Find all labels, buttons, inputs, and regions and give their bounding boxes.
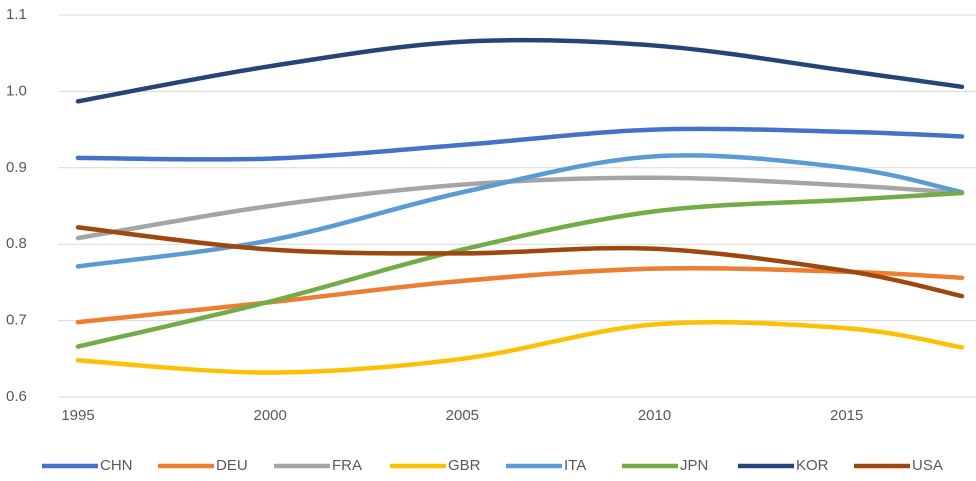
series-line	[75, 37, 965, 104]
y-tick-label: 0.9	[6, 159, 27, 176]
y-tick-label: 0.8	[6, 235, 27, 252]
legend-label: FRA	[332, 457, 362, 474]
x-tick-label: 2000	[253, 407, 286, 424]
legend-label: JPN	[680, 457, 708, 474]
y-tick-label: 1.1	[6, 6, 27, 23]
y-tick-label: 0.6	[6, 388, 27, 405]
x-tick-label: 1995	[61, 407, 94, 424]
series-line	[75, 126, 965, 162]
legend-label: DEU	[216, 457, 248, 474]
series-line	[75, 175, 965, 241]
legend-label: ITA	[564, 457, 586, 474]
series-line	[75, 190, 965, 349]
legend-label: GBR	[448, 457, 481, 474]
legend-label: KOR	[796, 457, 829, 474]
y-tick-label: 1.0	[6, 82, 27, 99]
y-tick-label: 0.7	[6, 312, 27, 329]
x-tick-label: 2015	[830, 407, 863, 424]
legend-label: CHN	[100, 457, 133, 474]
series-line	[75, 225, 965, 299]
series-line	[75, 153, 965, 269]
series-line	[75, 320, 965, 375]
x-tick-label: 2010	[638, 407, 671, 424]
x-tick-label: 2005	[446, 407, 479, 424]
legend-label: USA	[912, 457, 943, 474]
